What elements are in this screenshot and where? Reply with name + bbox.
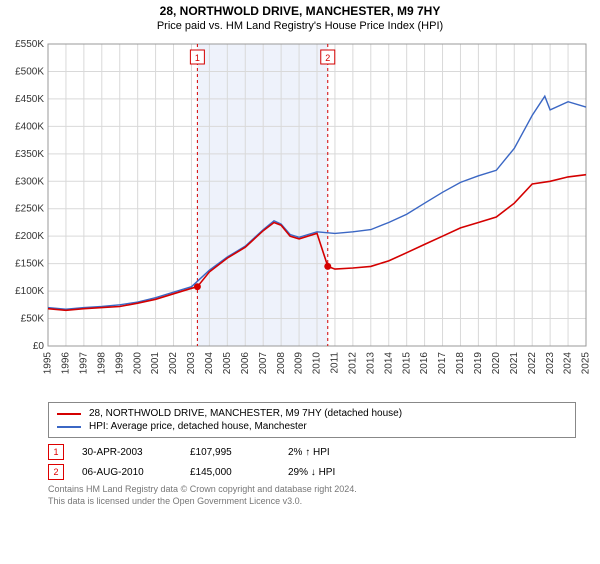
svg-text:£250K: £250K	[15, 204, 44, 215]
legend-label: 28, NORTHWOLD DRIVE, MANCHESTER, M9 7HY …	[89, 408, 402, 419]
svg-text:2019: 2019	[473, 352, 484, 375]
svg-text:2000: 2000	[132, 352, 143, 375]
svg-text:2009: 2009	[294, 352, 305, 375]
chart-subtitle: Price paid vs. HM Land Registry's House …	[0, 20, 600, 32]
svg-text:2010: 2010	[312, 352, 323, 375]
legend-swatch	[57, 426, 81, 428]
legend-item: HPI: Average price, detached house, Manc…	[57, 420, 567, 433]
svg-text:£150K: £150K	[15, 259, 44, 270]
svg-text:2001: 2001	[150, 352, 161, 375]
svg-text:2002: 2002	[168, 352, 179, 375]
svg-text:£350K: £350K	[15, 149, 44, 160]
legend-swatch	[57, 413, 81, 415]
svg-text:2017: 2017	[437, 352, 448, 375]
sale-row: 1 30-APR-2003 £107,995 2% ↑ HPI	[48, 442, 576, 462]
attribution: Contains HM Land Registry data © Crown c…	[48, 484, 576, 507]
svg-text:2011: 2011	[330, 352, 341, 374]
svg-text:2007: 2007	[258, 352, 269, 375]
svg-text:2004: 2004	[204, 352, 215, 375]
svg-text:1995: 1995	[43, 352, 54, 375]
sale-vs-hpi: 29% ↓ HPI	[288, 467, 378, 478]
svg-text:2022: 2022	[527, 352, 538, 375]
sale-price: £107,995	[190, 447, 270, 458]
legend-item: 28, NORTHWOLD DRIVE, MANCHESTER, M9 7HY …	[57, 407, 567, 420]
svg-text:2020: 2020	[491, 352, 502, 375]
svg-text:£550K: £550K	[15, 39, 44, 50]
svg-text:2018: 2018	[455, 352, 466, 375]
svg-text:1997: 1997	[79, 352, 90, 375]
svg-text:2013: 2013	[365, 352, 376, 375]
svg-text:1: 1	[195, 53, 200, 63]
svg-text:£500K: £500K	[15, 66, 44, 77]
svg-text:1999: 1999	[114, 352, 125, 375]
svg-text:£100K: £100K	[15, 286, 44, 297]
svg-text:2006: 2006	[240, 352, 251, 375]
svg-text:2: 2	[325, 53, 330, 63]
chart-title: 28, NORTHWOLD DRIVE, MANCHESTER, M9 7HY	[0, 4, 600, 18]
sale-date: 30-APR-2003	[82, 447, 172, 458]
sale-marker-icon: 1	[48, 444, 64, 460]
svg-text:2025: 2025	[581, 352, 592, 375]
svg-text:£0: £0	[33, 341, 45, 352]
svg-text:2021: 2021	[509, 352, 520, 375]
legend: 28, NORTHWOLD DRIVE, MANCHESTER, M9 7HY …	[48, 402, 576, 438]
svg-text:2023: 2023	[545, 352, 556, 375]
svg-text:2008: 2008	[276, 352, 287, 375]
svg-text:2003: 2003	[186, 352, 197, 375]
svg-text:2005: 2005	[222, 352, 233, 375]
sale-date: 06-AUG-2010	[82, 467, 172, 478]
svg-text:1998: 1998	[96, 352, 107, 375]
attribution-line: Contains HM Land Registry data © Crown c…	[48, 484, 576, 496]
price-chart: £0 £50K £100K £150K £200K £250K £300K £350K £400…	[0, 36, 600, 396]
sale-vs-hpi: 2% ↑ HPI	[288, 447, 378, 458]
svg-text:2015: 2015	[401, 352, 412, 375]
legend-label: HPI: Average price, detached house, Manc…	[89, 421, 307, 432]
chart-container: 28, NORTHWOLD DRIVE, MANCHESTER, M9 7HY …	[0, 4, 600, 564]
svg-text:£300K: £300K	[15, 176, 44, 187]
svg-text:2016: 2016	[419, 352, 430, 375]
svg-text:£200K: £200K	[15, 231, 44, 242]
svg-text:£50K: £50K	[21, 314, 45, 325]
attribution-line: This data is licensed under the Open Gov…	[48, 496, 576, 508]
sale-row: 2 06-AUG-2010 £145,000 29% ↓ HPI	[48, 462, 576, 482]
svg-text:2012: 2012	[348, 352, 359, 375]
svg-text:2014: 2014	[383, 352, 394, 375]
sale-marker-icon: 2	[48, 464, 64, 480]
svg-text:£400K: £400K	[15, 121, 44, 132]
svg-text:2024: 2024	[563, 352, 574, 375]
sales-table: 1 30-APR-2003 £107,995 2% ↑ HPI 2 06-AUG…	[48, 442, 576, 482]
sale-price: £145,000	[190, 467, 270, 478]
svg-text:1996: 1996	[61, 352, 72, 375]
svg-text:£450K: £450K	[15, 94, 44, 105]
